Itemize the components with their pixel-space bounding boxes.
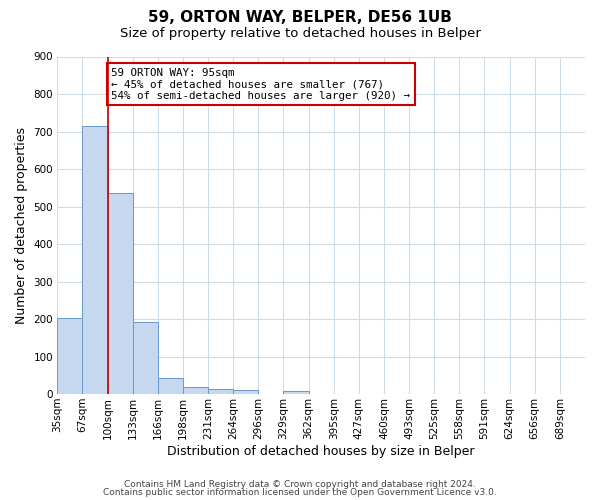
- Text: Size of property relative to detached houses in Belper: Size of property relative to detached ho…: [119, 28, 481, 40]
- X-axis label: Distribution of detached houses by size in Belper: Distribution of detached houses by size …: [167, 444, 475, 458]
- Bar: [158, 378, 183, 394]
- Bar: [183, 386, 208, 394]
- Text: 59 ORTON WAY: 95sqm
← 45% of detached houses are smaller (767)
54% of semi-detac: 59 ORTON WAY: 95sqm ← 45% of detached ho…: [112, 68, 410, 101]
- Bar: [58, 318, 82, 394]
- Text: Contains public sector information licensed under the Open Government Licence v3: Contains public sector information licen…: [103, 488, 497, 497]
- Bar: [82, 126, 107, 394]
- Y-axis label: Number of detached properties: Number of detached properties: [15, 127, 28, 324]
- Text: 59, ORTON WAY, BELPER, DE56 1UB: 59, ORTON WAY, BELPER, DE56 1UB: [148, 10, 452, 25]
- Bar: [283, 391, 308, 394]
- Text: Contains HM Land Registry data © Crown copyright and database right 2024.: Contains HM Land Registry data © Crown c…: [124, 480, 476, 489]
- Bar: [233, 390, 259, 394]
- Bar: [133, 322, 158, 394]
- Bar: [208, 389, 233, 394]
- Bar: [107, 193, 133, 394]
